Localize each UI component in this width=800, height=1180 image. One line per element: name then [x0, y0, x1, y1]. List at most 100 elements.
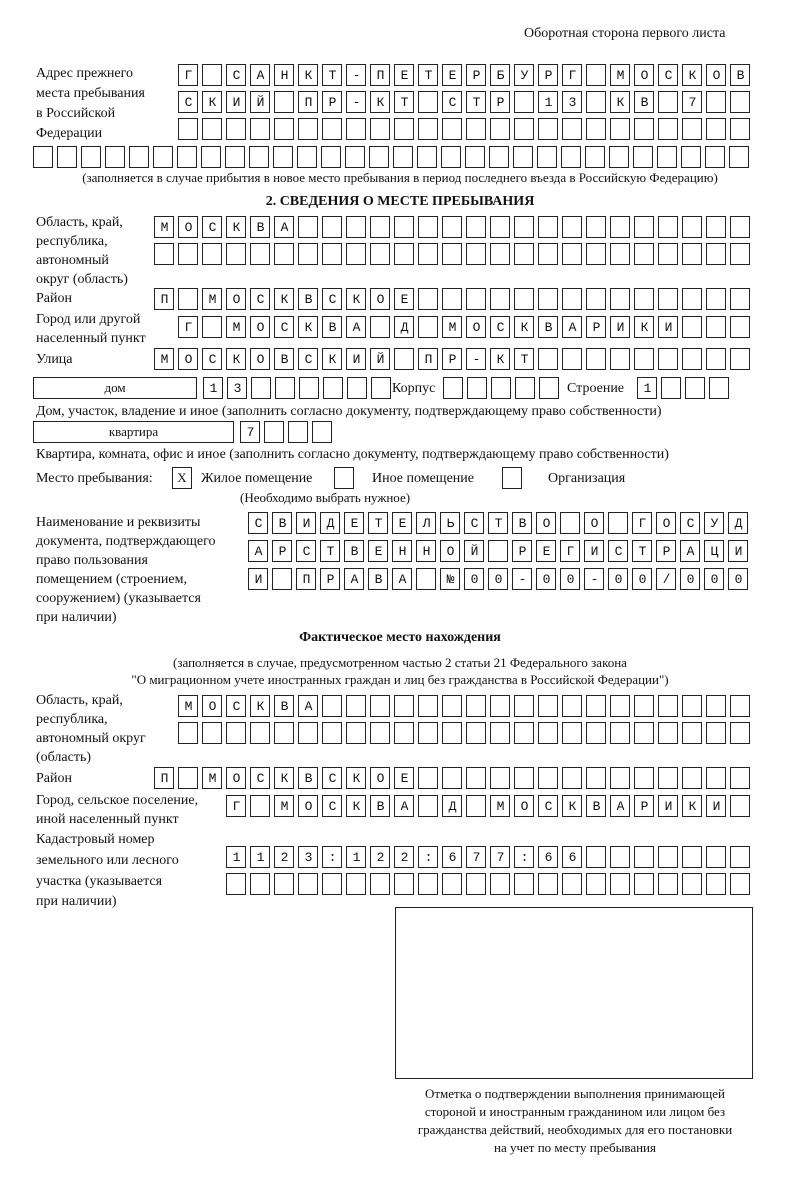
region-row1-cell[interactable]	[274, 216, 294, 238]
street-cell[interactable]	[514, 348, 534, 370]
city-cell[interactable]	[202, 316, 222, 338]
doc-row3-cell[interactable]	[368, 568, 388, 590]
prev-address-row3-cell[interactable]	[178, 118, 198, 140]
prev-address-row1-cell[interactable]	[682, 64, 702, 86]
actual-region-row1-cell[interactable]	[658, 695, 678, 717]
actual-city-cell[interactable]	[730, 795, 750, 817]
prev-address-row3-cell[interactable]	[634, 118, 654, 140]
region-row2-cell[interactable]	[610, 243, 630, 265]
street-cell[interactable]	[490, 348, 510, 370]
prev-address-row4-cell[interactable]	[729, 146, 749, 168]
street-cell[interactable]	[394, 348, 414, 370]
korpus-cell[interactable]	[539, 377, 559, 399]
cadastre-row1-cell[interactable]	[298, 846, 318, 868]
street-cell[interactable]	[202, 348, 222, 370]
doc-row2-cell[interactable]	[392, 540, 412, 562]
region-row1-cell[interactable]	[394, 216, 414, 238]
korpus-cell[interactable]	[515, 377, 535, 399]
actual-region-row1-cell[interactable]	[706, 695, 726, 717]
prev-address-row4-cell[interactable]	[297, 146, 317, 168]
doc-row2-cell[interactable]	[608, 540, 628, 562]
prev-address-row4-cell[interactable]	[321, 146, 341, 168]
actual-district-cell[interactable]	[514, 767, 534, 789]
prev-address-row3-cell[interactable]	[418, 118, 438, 140]
prev-address-row4-cell[interactable]	[681, 146, 701, 168]
doc-row2-cell[interactable]	[680, 540, 700, 562]
house-type-field[interactable]: дом	[33, 377, 197, 399]
district-cell[interactable]	[154, 288, 174, 310]
doc-row1-cell[interactable]	[512, 512, 532, 534]
region-row1-cell[interactable]	[562, 216, 582, 238]
prev-address-row4-cell[interactable]	[57, 146, 77, 168]
cadastre-row2-cell[interactable]	[706, 873, 726, 895]
actual-region-row1-cell[interactable]	[586, 695, 606, 717]
region-row1-cell[interactable]	[250, 216, 270, 238]
actual-region-row2-cell[interactable]	[634, 722, 654, 744]
cadastre-row1-cell[interactable]	[466, 846, 486, 868]
region-row2-cell[interactable]	[418, 243, 438, 265]
prev-address-row3-cell[interactable]	[562, 118, 582, 140]
cadastre-row1-cell[interactable]	[682, 846, 702, 868]
prev-address-row2-cell[interactable]	[610, 91, 630, 113]
region-row1-cell[interactable]	[514, 216, 534, 238]
doc-row2-cell[interactable]	[632, 540, 652, 562]
street-cell[interactable]	[346, 348, 366, 370]
doc-row2-cell[interactable]	[584, 540, 604, 562]
checkbox-other-premises[interactable]	[334, 467, 354, 489]
cadastre-row1-cell[interactable]	[250, 846, 270, 868]
region-row2-cell[interactable]	[442, 243, 462, 265]
korpus-cell[interactable]	[443, 377, 463, 399]
prev-address-row3-cell[interactable]	[442, 118, 462, 140]
district-cell[interactable]	[538, 288, 558, 310]
actual-district-cell[interactable]	[394, 767, 414, 789]
actual-district-cell[interactable]	[274, 767, 294, 789]
street-cell[interactable]	[250, 348, 270, 370]
actual-city-cell[interactable]	[394, 795, 414, 817]
cadastre-row2-cell[interactable]	[586, 873, 606, 895]
cadastre-row1-cell[interactable]	[346, 846, 366, 868]
doc-row3-cell[interactable]	[608, 568, 628, 590]
prev-address-row1-cell[interactable]	[658, 64, 678, 86]
region-row2-cell[interactable]	[250, 243, 270, 265]
doc-row2-cell[interactable]	[368, 540, 388, 562]
flat-cell[interactable]	[288, 421, 308, 443]
prev-address-row4-cell[interactable]	[345, 146, 365, 168]
region-row2-cell[interactable]	[394, 243, 414, 265]
district-cell[interactable]	[274, 288, 294, 310]
region-row2-cell[interactable]	[274, 243, 294, 265]
actual-region-row1-cell[interactable]	[610, 695, 630, 717]
city-cell[interactable]	[610, 316, 630, 338]
actual-city-cell[interactable]	[442, 795, 462, 817]
prev-address-row2-cell[interactable]	[730, 91, 750, 113]
district-cell[interactable]	[730, 288, 750, 310]
street-cell[interactable]	[706, 348, 726, 370]
actual-district-cell[interactable]	[226, 767, 246, 789]
region-row2-cell[interactable]	[226, 243, 246, 265]
doc-row2-cell[interactable]	[704, 540, 724, 562]
actual-region-row1-cell[interactable]	[466, 695, 486, 717]
prev-address-row1-cell[interactable]	[370, 64, 390, 86]
prev-address-row4-cell[interactable]	[657, 146, 677, 168]
prev-address-row3-cell[interactable]	[298, 118, 318, 140]
doc-row2-cell[interactable]	[440, 540, 460, 562]
doc-row3-cell[interactable]	[536, 568, 556, 590]
doc-row1-cell[interactable]	[608, 512, 628, 534]
prev-address-row1-cell[interactable]	[298, 64, 318, 86]
actual-region-row1-cell[interactable]	[418, 695, 438, 717]
prev-address-row2-cell[interactable]	[490, 91, 510, 113]
street-cell[interactable]	[154, 348, 174, 370]
street-cell[interactable]	[658, 348, 678, 370]
doc-row3-cell[interactable]	[344, 568, 364, 590]
actual-region-row2-cell[interactable]	[490, 722, 510, 744]
prev-address-row2-cell[interactable]	[418, 91, 438, 113]
region-row1-cell[interactable]	[610, 216, 630, 238]
actual-district-cell[interactable]	[346, 767, 366, 789]
actual-region-row2-cell[interactable]	[250, 722, 270, 744]
prev-address-row3-cell[interactable]	[730, 118, 750, 140]
cadastre-row2-cell[interactable]	[490, 873, 510, 895]
doc-row2-cell[interactable]	[344, 540, 364, 562]
prev-address-row2-cell[interactable]	[202, 91, 222, 113]
street-cell[interactable]	[418, 348, 438, 370]
doc-row3-cell[interactable]	[560, 568, 580, 590]
cadastre-row2-cell[interactable]	[418, 873, 438, 895]
